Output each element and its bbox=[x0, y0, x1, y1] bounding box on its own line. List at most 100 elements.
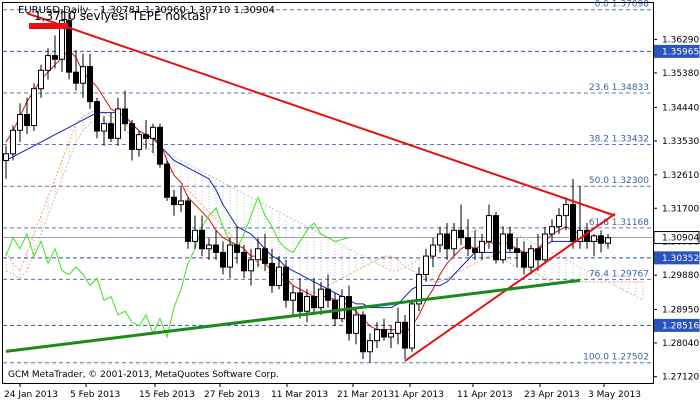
candle-body[interactable] bbox=[521, 251, 527, 268]
candle-body[interactable] bbox=[87, 66, 93, 103]
candle-body[interactable] bbox=[458, 229, 464, 239]
candle-body[interactable] bbox=[73, 71, 79, 84]
candle-body[interactable] bbox=[157, 126, 163, 165]
candle-body[interactable] bbox=[311, 296, 317, 309]
candle-body[interactable] bbox=[129, 123, 135, 150]
candle-body[interactable] bbox=[535, 248, 541, 261]
candle-body[interactable] bbox=[318, 288, 324, 309]
candle-body[interactable] bbox=[304, 296, 310, 312]
candle-body[interactable] bbox=[171, 196, 177, 206]
candle-body[interactable] bbox=[409, 303, 415, 349]
candle-body[interactable] bbox=[598, 235, 604, 244]
candle-body[interactable] bbox=[570, 204, 576, 242]
candle-body[interactable] bbox=[297, 292, 303, 312]
y-tick-label: 1.28950 bbox=[662, 305, 699, 315]
candle-body[interactable] bbox=[143, 134, 149, 139]
candle-body[interactable] bbox=[528, 248, 534, 268]
peak-marker bbox=[29, 23, 68, 29]
candle-body[interactable] bbox=[451, 229, 457, 250]
candle-body[interactable] bbox=[220, 251, 226, 268]
candle-body[interactable] bbox=[17, 113, 23, 131]
candle-body[interactable] bbox=[150, 126, 156, 139]
candle-body[interactable] bbox=[199, 229, 205, 250]
candle-body[interactable] bbox=[367, 340, 373, 353]
candle-body[interactable] bbox=[423, 255, 429, 275]
candle-body[interactable] bbox=[507, 233, 513, 250]
candle-body[interactable] bbox=[38, 69, 44, 90]
candle-body[interactable] bbox=[94, 101, 100, 132]
candle-body[interactable] bbox=[472, 248, 478, 253]
candle-body[interactable] bbox=[45, 55, 51, 71]
candle-body[interactable] bbox=[213, 244, 219, 253]
candle-body[interactable] bbox=[402, 321, 408, 349]
candle-body[interactable] bbox=[255, 248, 261, 261]
candle-body[interactable] bbox=[353, 314, 359, 334]
last-price-label: 1.30904 bbox=[662, 234, 699, 244]
candle-body[interactable] bbox=[31, 88, 37, 126]
candle-body[interactable] bbox=[500, 233, 506, 261]
candle-body[interactable] bbox=[262, 248, 268, 264]
candle-body[interactable] bbox=[374, 329, 380, 342]
fib-label: 38.2 1.33432 bbox=[589, 135, 649, 145]
candle-body[interactable] bbox=[115, 108, 121, 139]
candle-body[interactable] bbox=[388, 332, 394, 338]
trendline[interactable] bbox=[26, 12, 616, 217]
candle-body[interactable] bbox=[164, 163, 170, 198]
candle-body[interactable] bbox=[269, 262, 275, 287]
candle-body[interactable] bbox=[591, 235, 597, 242]
x-tick-label: 27 Feb 2013 bbox=[204, 390, 260, 400]
candle-body[interactable] bbox=[290, 292, 296, 301]
candle-body[interactable] bbox=[122, 108, 128, 125]
candle-body[interactable] bbox=[108, 123, 114, 139]
candle-body[interactable] bbox=[80, 66, 86, 84]
candle-body[interactable] bbox=[325, 288, 331, 301]
candle-body[interactable] bbox=[437, 233, 443, 246]
candle-body[interactable] bbox=[339, 296, 345, 320]
candle-body[interactable] bbox=[178, 200, 184, 206]
candle-body[interactable] bbox=[276, 266, 282, 287]
candle-body[interactable] bbox=[346, 296, 352, 334]
candle-body[interactable] bbox=[241, 251, 247, 272]
candle-body[interactable] bbox=[465, 237, 471, 250]
candle-body[interactable] bbox=[101, 123, 107, 132]
candle-body[interactable] bbox=[381, 329, 387, 338]
candle-body[interactable] bbox=[3, 153, 9, 161]
trendline[interactable] bbox=[5, 278, 581, 353]
candle-body[interactable] bbox=[283, 266, 289, 301]
candle-body[interactable] bbox=[234, 244, 240, 253]
price-axis: 1.36290 1.35380 1.34440 1.33530 1.32610 1.317… bbox=[653, 35, 700, 383]
candle-body[interactable] bbox=[514, 248, 520, 253]
candle-body[interactable] bbox=[444, 233, 450, 250]
candle-body[interactable] bbox=[549, 226, 555, 235]
candle-body[interactable] bbox=[486, 215, 492, 242]
chart-frame bbox=[2, 2, 654, 384]
y-tick-label: 1.27120 bbox=[662, 373, 699, 383]
candle-body[interactable] bbox=[430, 244, 436, 257]
candle-body[interactable] bbox=[52, 55, 58, 60]
candle-body[interactable] bbox=[416, 273, 422, 305]
trendline[interactable] bbox=[404, 212, 616, 362]
candle-body[interactable] bbox=[563, 204, 569, 217]
candle-body[interactable] bbox=[227, 244, 233, 268]
candle-body[interactable] bbox=[556, 215, 562, 228]
candle-body[interactable] bbox=[248, 259, 254, 272]
candle-body[interactable] bbox=[395, 321, 401, 334]
candle-body[interactable] bbox=[542, 233, 548, 261]
candle-body[interactable] bbox=[66, 20, 72, 73]
candle-body[interactable] bbox=[59, 20, 65, 60]
fib-label: 0.0 1.37098 bbox=[595, 0, 650, 10]
candle-body[interactable] bbox=[493, 215, 499, 261]
candle-body[interactable] bbox=[479, 240, 485, 253]
fib-label: 61.8 1.31168 bbox=[589, 218, 649, 228]
candle-body[interactable] bbox=[360, 314, 366, 353]
price-marker-label: 1.30352 bbox=[662, 254, 699, 264]
candle-body[interactable] bbox=[24, 113, 30, 126]
candle-body[interactable] bbox=[136, 134, 142, 150]
candle-body[interactable] bbox=[10, 129, 16, 155]
candle-body[interactable] bbox=[192, 229, 198, 242]
candle-body[interactable] bbox=[185, 200, 191, 242]
candle-body[interactable] bbox=[605, 237, 611, 244]
candle-body[interactable] bbox=[206, 244, 212, 250]
